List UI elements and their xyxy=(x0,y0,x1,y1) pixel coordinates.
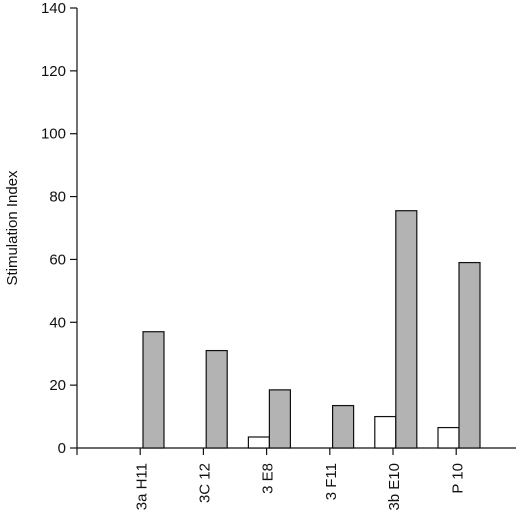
y-tick-label: 60 xyxy=(49,251,66,268)
bar xyxy=(374,415,397,449)
x-category-label: 3 E8 xyxy=(260,463,277,494)
bar xyxy=(247,436,270,449)
x-category-label: P 10 xyxy=(449,463,466,494)
y-axis-title: Stimulation Index xyxy=(4,170,21,286)
x-axis: 3a H11 3C 12 3 E8 3 F11 3b E10 P 10 xyxy=(76,447,516,511)
y-axis: 0 20 40 60 80 100 120 140 xyxy=(41,0,78,457)
x-category-label: 3 F11 xyxy=(323,463,340,500)
bar xyxy=(332,404,355,449)
y-tick-label: 40 xyxy=(49,314,66,331)
bar xyxy=(142,331,165,449)
x-category-label: 3C 12 xyxy=(196,463,213,503)
bar xyxy=(458,261,481,449)
x-category-label: 3a H11 xyxy=(133,463,150,510)
y-tick-label: 80 xyxy=(49,189,66,206)
bar xyxy=(205,349,228,449)
y-tick-label: 120 xyxy=(41,63,66,80)
x-category-label: 3b E10 xyxy=(386,463,403,511)
y-tick-label: 20 xyxy=(49,377,66,394)
y-tick-label: 140 xyxy=(41,0,66,17)
y-tick-label: 100 xyxy=(41,126,66,143)
bar xyxy=(395,210,418,449)
bar xyxy=(268,389,291,449)
bar xyxy=(437,426,460,449)
y-tick-label: 0 xyxy=(58,440,66,457)
bars xyxy=(142,210,481,449)
